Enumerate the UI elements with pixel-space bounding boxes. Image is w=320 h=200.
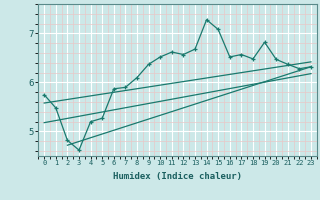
X-axis label: Humidex (Indice chaleur): Humidex (Indice chaleur) — [113, 172, 242, 181]
